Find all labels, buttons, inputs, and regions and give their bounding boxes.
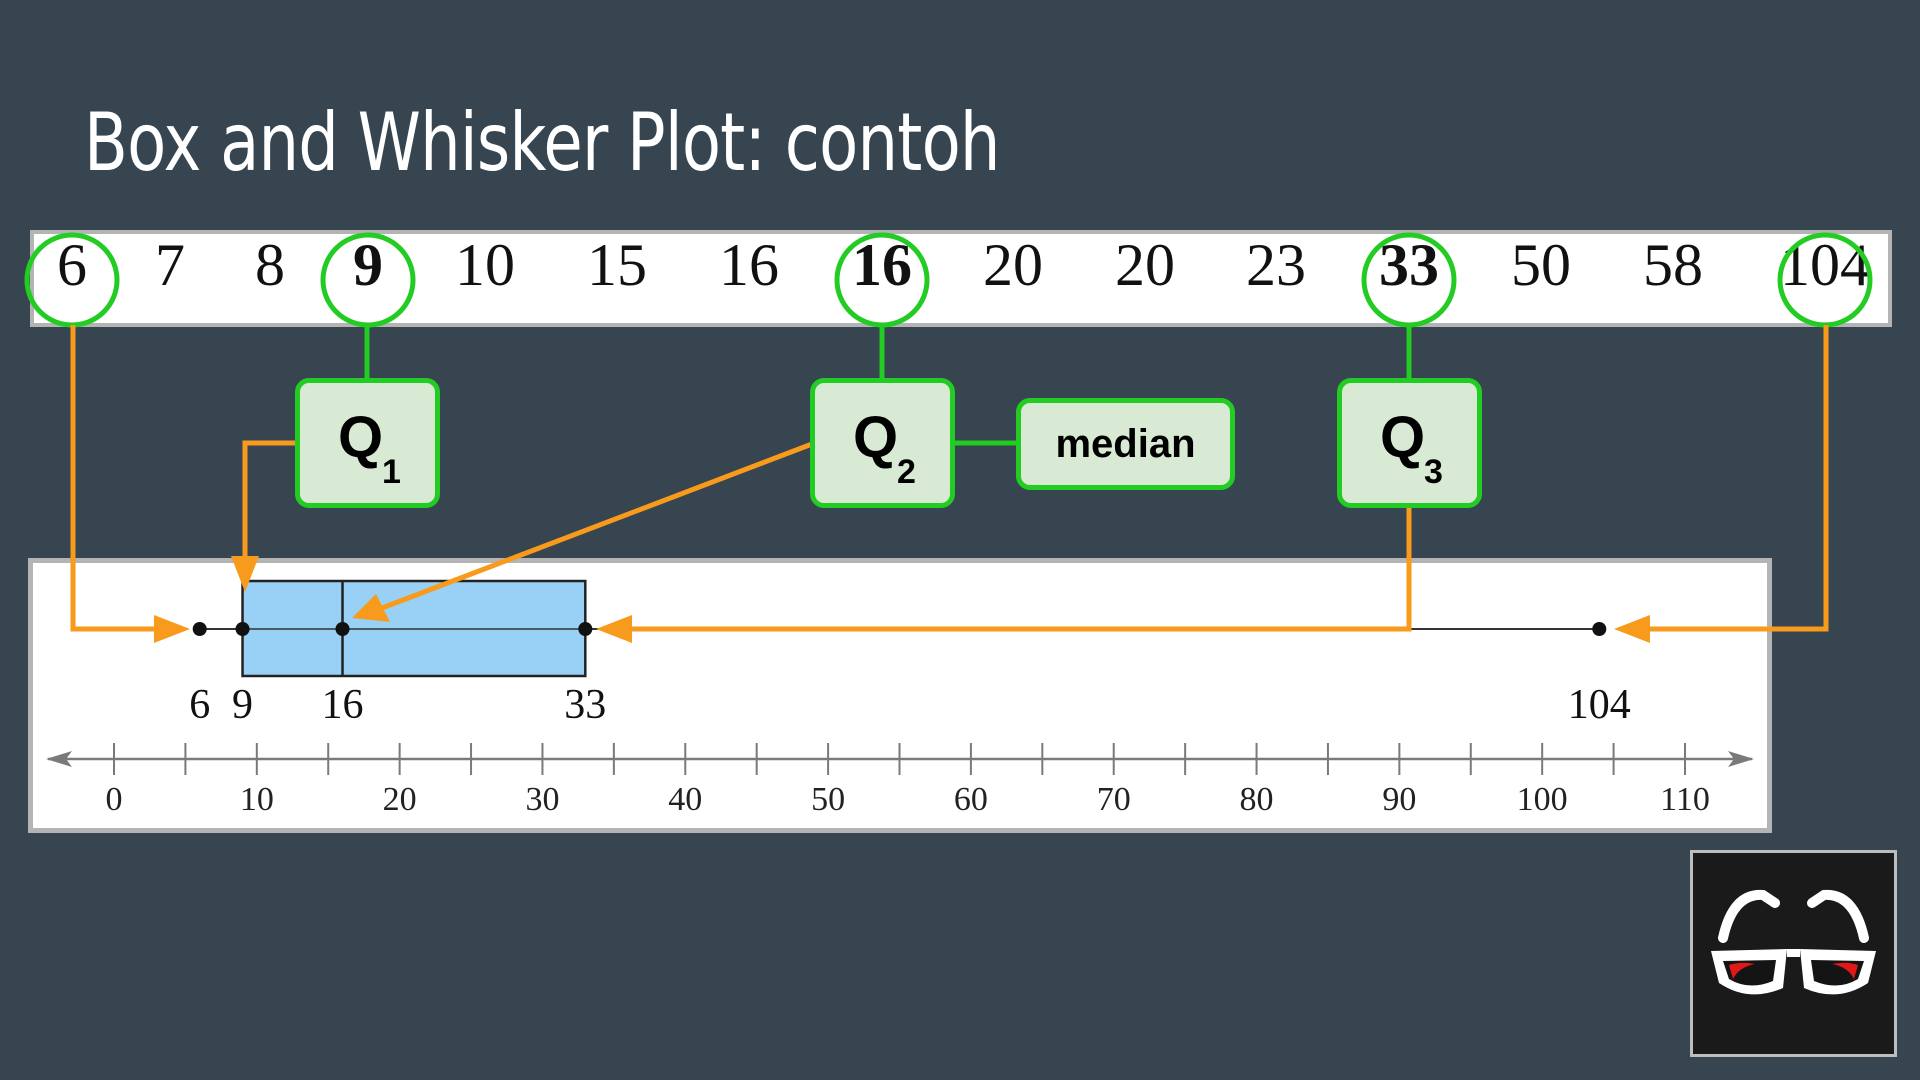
- min-arrow-line: [70, 325, 156, 632]
- value-label-33: 33: [564, 682, 606, 728]
- data-value-9: 20: [1115, 232, 1175, 298]
- value-label-6: 6: [189, 682, 210, 728]
- data-value-11: 33: [1379, 232, 1439, 298]
- q1-subscript: 1: [382, 453, 401, 491]
- min-point: [192, 622, 207, 636]
- arrows: [70, 325, 1829, 643]
- data-value-8: 20: [983, 232, 1043, 298]
- q2-box: Q 2: [810, 378, 955, 508]
- tick-label-50: 50: [811, 781, 845, 818]
- data-value-2: 8: [255, 232, 285, 298]
- max-arrow-line: [1650, 325, 1829, 632]
- data-value-12: 50: [1511, 232, 1571, 298]
- page-title: Box and Whisker Plot: contoh: [84, 96, 1000, 189]
- box-plot: 0 10 20 30 40 50 60 70 80 90 100 110 6 9 16 33 104: [46, 579, 1754, 818]
- connector-lines: [364, 325, 1412, 446]
- q1-box: Q 1: [295, 378, 440, 508]
- median-point: [335, 622, 350, 636]
- median-box: median: [1016, 398, 1235, 490]
- q3-arrow-head: [596, 615, 632, 643]
- value-label-9: 9: [232, 682, 253, 728]
- q3-arrow-line: [630, 508, 1412, 632]
- data-value-13: 58: [1643, 232, 1703, 298]
- tick-label-110: 110: [1660, 781, 1710, 818]
- max-point: [1592, 622, 1607, 636]
- max-arrow-head: [1614, 615, 1650, 643]
- data-value-4: 10: [455, 232, 515, 298]
- tick-label-70: 70: [1097, 781, 1131, 818]
- q2-subscript: 2: [897, 453, 916, 491]
- q2-arrow-head: [352, 594, 390, 622]
- min-arrow-head: [154, 615, 190, 643]
- data-value-7: 16: [852, 232, 912, 298]
- q1-arrow-line: [242, 440, 297, 556]
- tick-label-10: 10: [240, 781, 274, 818]
- data-strip: 6 7 8 9 10 15 16 16 20 20 23 33 50 58 104: [24, 232, 1873, 328]
- data-value-14: 104: [1780, 232, 1870, 298]
- tick-label-40: 40: [668, 781, 702, 818]
- q3-point: [578, 622, 593, 636]
- median-label: median: [1055, 422, 1196, 466]
- q1-arrow-head: [231, 556, 259, 592]
- data-value-10: 23: [1246, 232, 1306, 298]
- value-label-16: 16: [322, 682, 364, 728]
- q1-point: [235, 622, 250, 636]
- q2-arrow-line: [381, 441, 813, 611]
- eyeglasses-icon: [1711, 889, 1876, 995]
- tick-label-20: 20: [383, 781, 417, 818]
- tick-label-100: 100: [1517, 781, 1568, 818]
- q1-letter: Q: [338, 405, 384, 470]
- q3-subscript: 3: [1424, 453, 1443, 491]
- tick-label-0: 0: [106, 781, 123, 818]
- q3-letter: Q: [1380, 405, 1426, 470]
- axis-arrow-left: [46, 751, 72, 767]
- tick-label-30: 30: [525, 781, 559, 818]
- tick-label-60: 60: [954, 781, 988, 818]
- box-plot-panel: [28, 558, 1772, 833]
- data-value-6: 16: [719, 232, 779, 298]
- channel-logo: [1690, 850, 1897, 1057]
- tick-label-80: 80: [1240, 781, 1274, 818]
- data-value-1: 7: [155, 232, 185, 298]
- axis-arrow-right: [1728, 751, 1754, 767]
- q3-box: Q 3: [1337, 378, 1482, 508]
- data-value-0: 6: [57, 232, 87, 298]
- q2-letter: Q: [853, 405, 899, 470]
- value-label-104: 104: [1568, 682, 1631, 728]
- data-value-5: 15: [587, 232, 647, 298]
- tick-label-90: 90: [1382, 781, 1416, 818]
- data-value-3: 9: [353, 232, 383, 298]
